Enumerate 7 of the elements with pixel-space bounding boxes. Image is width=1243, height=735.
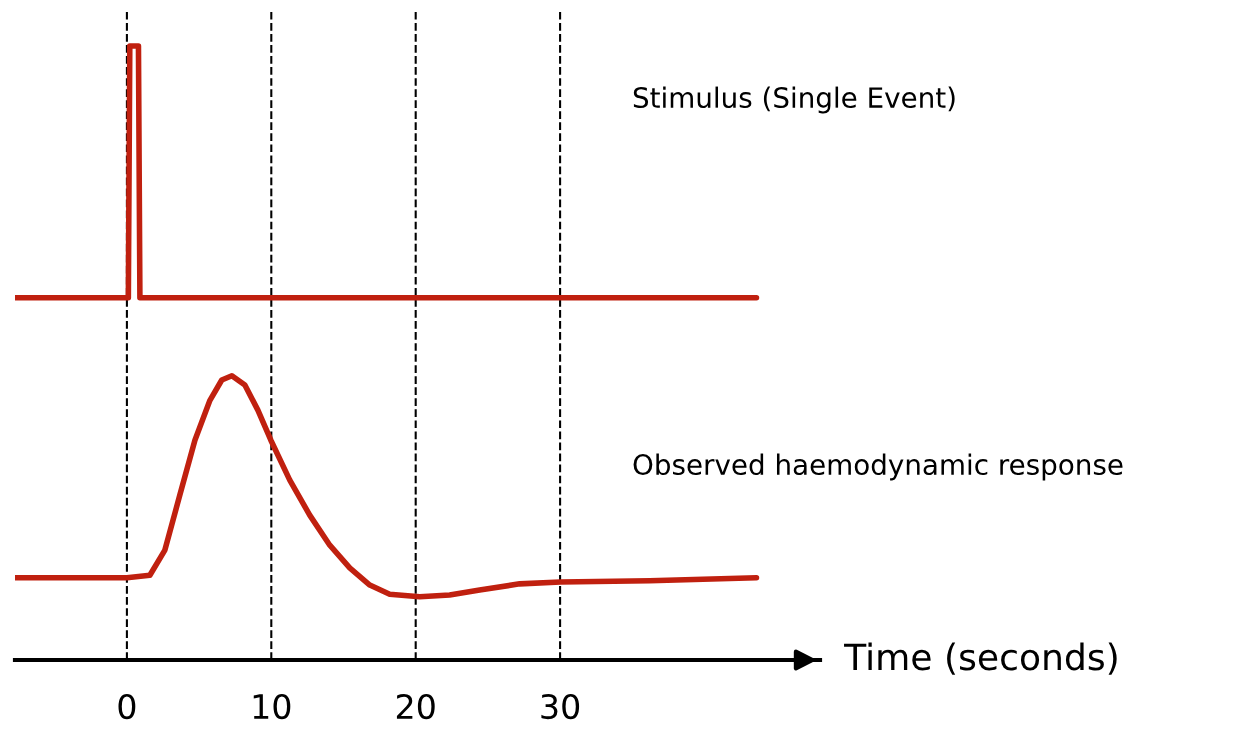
x-tick-label: 20 [396,693,435,720]
x-tick-label: 0 [118,693,136,720]
annotation: Observed haemodynamic response [633,453,1123,481]
x-tick-label: 10 [253,693,291,720]
x-axis-title: Time (seconds) [844,642,1117,675]
annotation: Stimulus (Single Event) [633,86,955,114]
x-tick-label: 30 [541,693,580,720]
